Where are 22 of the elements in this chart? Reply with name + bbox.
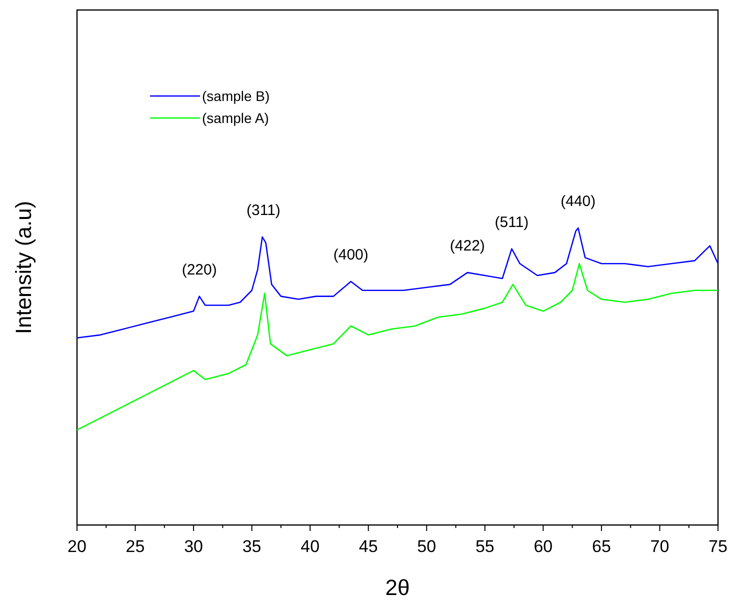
annotation: (422) [450,238,485,255]
annotation: (400) [333,246,368,264]
annotation: (511) [494,214,529,231]
legend-label: (sample A) [202,110,269,126]
x-tick-label: 60 [534,537,553,556]
x-tick-label: 35 [242,537,262,556]
y-axis-title: Intensity (a.u) [11,200,36,334]
x-tick-label: 55 [475,537,494,556]
x-tick-label: 25 [126,537,145,556]
x-axis-title: 2θ [385,575,410,600]
x-tick-label: 70 [650,537,670,556]
x-tick-label: 75 [708,537,728,556]
annotation: (440) [560,193,596,210]
annotation: (220) [182,261,217,278]
x-tick-label: 45 [358,537,378,556]
legend-label: (sample B) [202,88,270,104]
x-tick-label: 20 [68,537,86,556]
x-tick-label: 40 [300,537,320,556]
x-tick-label: 50 [417,537,436,556]
x-tick-label: 30 [184,537,204,556]
x-tick-label: 65 [592,537,611,556]
annotation: (311) [246,202,280,219]
